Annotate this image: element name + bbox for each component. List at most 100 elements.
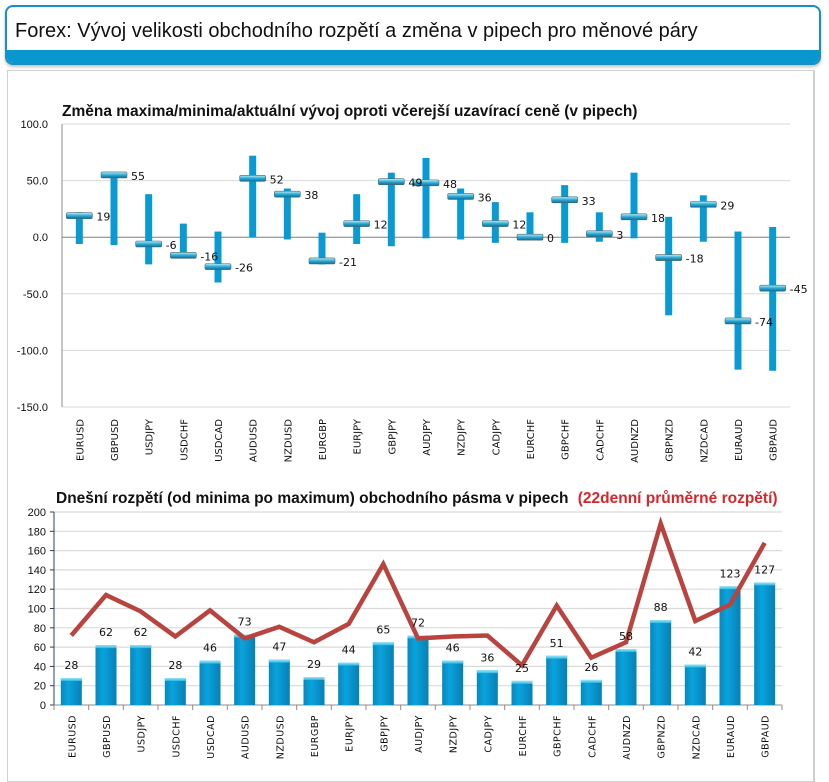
data-label: 18: [651, 212, 665, 225]
current-marker: [690, 201, 717, 208]
category-label: AUDUSD: [249, 419, 260, 463]
category-label: CADCHF: [587, 715, 598, 758]
bar: [476, 670, 498, 705]
page-title: Forex: Vývoj velikosti obchodního rozpět…: [15, 20, 698, 42]
data-label: 58: [619, 630, 633, 643]
range-bar: [110, 172, 118, 246]
data-label: 73: [238, 616, 252, 629]
category-label: GBPCHF: [561, 419, 572, 460]
data-label: 46: [446, 642, 460, 655]
bar: [338, 662, 360, 705]
bar: [580, 679, 602, 705]
category-label: GBPAUD: [761, 715, 772, 758]
category-label: USDJPY: [137, 715, 148, 752]
bar-cap: [95, 645, 117, 649]
category-label: GBPUSD: [110, 419, 121, 461]
data-label: 36: [480, 651, 494, 664]
category-label: EURJPY: [353, 418, 364, 454]
bar: [650, 620, 672, 705]
y-tick-label: -100.0: [17, 345, 48, 357]
category-label: GBPJPY: [387, 418, 398, 454]
data-label: 62: [99, 626, 113, 639]
current-marker: [447, 193, 474, 200]
bar: [442, 660, 464, 705]
data-label: 29: [720, 199, 734, 212]
current-marker: [655, 254, 682, 261]
category-label: GBPCHF: [553, 715, 564, 757]
bar-cap: [372, 642, 394, 646]
category-label: AUDNZD: [630, 419, 641, 463]
y-tick-label: 40: [34, 661, 46, 673]
range-bar: [630, 172, 638, 239]
y-tick-label: 120: [28, 584, 46, 596]
data-label: 33: [582, 195, 596, 208]
current-marker: [620, 213, 648, 221]
category-label: NZDUSD: [283, 419, 294, 463]
bar-cap: [199, 660, 221, 664]
category-label: AUDJPY: [414, 715, 425, 753]
range-bar: [595, 212, 603, 242]
y-tick-label: 20: [34, 681, 46, 693]
range-bar: [561, 185, 569, 243]
category-label: GBPAUD: [769, 419, 780, 461]
current-marker: [239, 175, 266, 182]
y-tick-label: 100: [28, 604, 46, 616]
current-marker: [66, 212, 93, 219]
category-label: NZDCAD: [691, 715, 702, 759]
range-bar: [769, 227, 777, 371]
range-bar: [699, 195, 707, 242]
current-marker: [170, 252, 197, 259]
data-label: 65: [376, 623, 390, 636]
range-bar: [457, 188, 465, 240]
category-label: GBPUSD: [102, 715, 113, 758]
current-marker: [759, 284, 786, 292]
average-range-line: [69, 516, 767, 669]
data-label: 51: [550, 637, 564, 650]
data-label: 38: [304, 189, 318, 202]
y-tick-label: 80: [34, 623, 46, 635]
category-label: AUDJPY: [422, 418, 433, 456]
bar-cap: [754, 582, 776, 586]
bar-cap: [303, 677, 325, 681]
range-size-chart-bars: [60, 582, 776, 705]
range-chart-title: Změna maxima/minima/aktuální vývoj oprot…: [62, 103, 637, 120]
bar-cap: [684, 664, 706, 668]
bar-cap: [60, 677, 82, 681]
category-label: GBPNZD: [665, 419, 676, 462]
data-label: -45: [790, 283, 808, 296]
bar: [130, 645, 152, 705]
header-accent-strip: [7, 50, 819, 63]
category-label: EURCHF: [518, 715, 529, 756]
category-label: GBPJPY: [379, 715, 390, 752]
range-chart-y-axis: 100.0 50.0 0.0 -50.0 -100.0 -150.0: [17, 119, 48, 414]
bar: [407, 635, 429, 705]
y-tick-label: 0.0: [33, 232, 48, 244]
data-label: 36: [478, 191, 492, 204]
bar: [372, 642, 394, 705]
data-label: 55: [131, 170, 145, 183]
bar: [684, 664, 706, 705]
bar: [615, 649, 637, 705]
current-marker: [378, 178, 405, 186]
data-label: 25: [515, 662, 529, 675]
current-marker: [274, 190, 301, 198]
category-label: NZDJPY: [457, 418, 468, 456]
category-label: EURGBP: [310, 715, 321, 757]
range-chart-x-axis: EURUSD GBPUSD USDJPY USDCHF USDCAD AUDUSD NZDU…: [75, 418, 779, 463]
current-marker: [135, 240, 162, 248]
data-label: -21: [339, 256, 357, 269]
range-size-chart-x-axis: EURUSD GBPUSD USDJPY USDCHF USDCAD AUDUSD NZDU…: [67, 715, 771, 760]
range-bar: [214, 231, 222, 283]
y-tick-label: 160: [28, 546, 46, 558]
category-label: USDCHF: [179, 419, 190, 461]
bar-cap: [338, 662, 360, 666]
range-bar: [145, 194, 153, 265]
data-label: 3: [616, 229, 623, 242]
header-box: Forex: Vývoj velikosti obchodního rozpět…: [5, 5, 821, 65]
data-label: -6: [166, 239, 177, 252]
current-marker: [586, 230, 613, 238]
data-label: 123: [720, 567, 741, 580]
